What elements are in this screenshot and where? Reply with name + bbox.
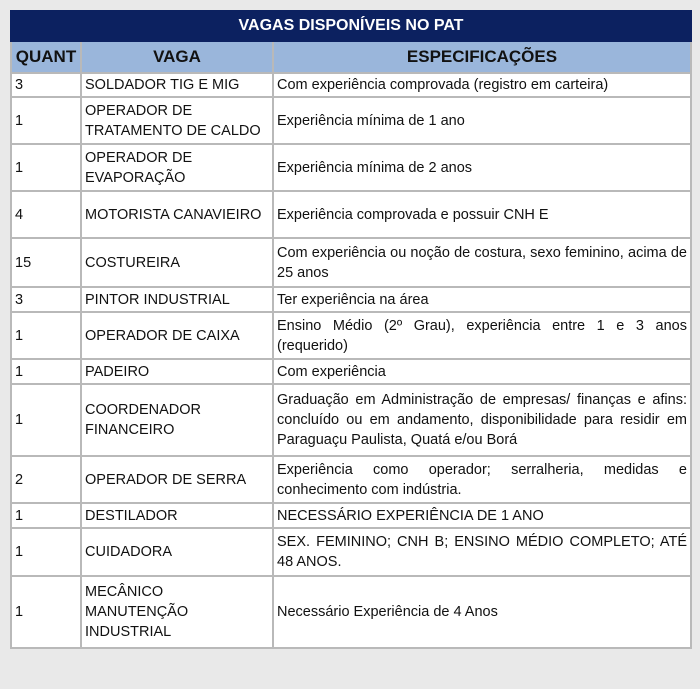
vaga-cell: OPERADOR DE CAIXA	[80, 311, 274, 360]
vaga-cell: OPERADOR DE EVAPORAÇÃO	[80, 143, 274, 192]
quant-cell: 1	[10, 143, 82, 192]
vaga-cell: PINTOR INDUSTRIAL	[80, 286, 274, 313]
vaga-cell: COORDENADOR FINANCEIRO	[80, 383, 274, 457]
vaga-cell: PADEIRO	[80, 358, 274, 385]
vaga-cell: CUIDADORA	[80, 527, 274, 577]
spec-cell: NECESSÁRIO EXPERIÊNCIA DE 1 ANO	[272, 502, 692, 529]
quant-cell: 3	[10, 286, 82, 313]
job-vacancies-sheet: VAGAS DISPONÍVEIS NO PAT QUANT VAGA ESPE…	[10, 10, 692, 649]
spec-cell: Experiência mínima de 2 anos	[272, 143, 692, 192]
vaga-cell: OPERADOR DE TRATAMENTO DE CALDO	[80, 96, 274, 145]
spec-cell: Necessário Experiência de 4 Anos	[272, 575, 692, 649]
vaga-cell: COSTUREIRA	[80, 237, 274, 288]
spec-cell: Graduação em Administração de empresas/ …	[272, 383, 692, 457]
spec-cell: Experiência mínima de 1 ano	[272, 96, 692, 145]
spec-cell: Com experiência	[272, 358, 692, 385]
vaga-cell: SOLDADOR TIG E MIG	[80, 72, 274, 98]
quant-cell: 1	[10, 383, 82, 457]
quant-cell: 1	[10, 575, 82, 649]
table-row: 1 OPERADOR DE CAIXA Ensino Médio (2º Grau)…	[10, 311, 692, 360]
spec-cell: Experiência comprovada e possuir CNH E	[272, 190, 692, 239]
quant-cell: 2	[10, 455, 82, 504]
table-row: 3 PINTOR INDUSTRIAL Ter experiência na áre…	[10, 286, 692, 313]
spec-cell: Ensino Médio (2º Grau), experiência entr…	[272, 311, 692, 360]
vacancies-table: VAGAS DISPONÍVEIS NO PAT QUANT VAGA ESPE…	[10, 10, 692, 649]
spec-cell: Com experiência comprovada (registro em …	[272, 72, 692, 98]
spec-cell: Ter experiência na área	[272, 286, 692, 313]
quant-cell: 1	[10, 96, 82, 145]
vaga-cell: OPERADOR DE SERRA	[80, 455, 274, 504]
spec-cell: Experiência como operador; serralheria, …	[272, 455, 692, 504]
quant-cell: 1	[10, 311, 82, 360]
table-row: 1 CUIDADORA SEX. FEMININO; CNH B; ENSINO M…	[10, 527, 692, 577]
table-row: 1 DESTILADOR NECESSÁRIO EXPERIÊNCIA DE 1 A…	[10, 502, 692, 529]
vaga-cell: MECÂNICO MANUTENÇÃO INDUSTRIAL	[80, 575, 274, 649]
table-row: 15 COSTUREIRA Com experiência ou noção de …	[10, 237, 692, 288]
table-row: 2 OPERADOR DE SERRA Experiência como opera…	[10, 455, 692, 504]
table-row: 3 SOLDADOR TIG E MIG Com experiência compr…	[10, 72, 692, 98]
table-title: VAGAS DISPONÍVEIS NO PAT	[10, 10, 692, 42]
vaga-cell: MOTORISTA CANAVIEIRO	[80, 190, 274, 239]
column-header-vaga: VAGA	[80, 40, 274, 74]
quant-cell: 15	[10, 237, 82, 288]
spec-cell: Com experiência ou noção de costura, sex…	[272, 237, 692, 288]
quant-cell: 1	[10, 502, 82, 529]
table-row: 1 PADEIRO Com experiência	[10, 358, 692, 385]
spec-cell: SEX. FEMININO; CNH B; ENSINO MÉDIO COMPL…	[272, 527, 692, 577]
table-row: 1 OPERADOR DE TRATAMENTO DE CALDO Experiên…	[10, 96, 692, 145]
table-row: 1 MECÂNICO MANUTENÇÃO INDUSTRIAL Necessári…	[10, 575, 692, 649]
quant-cell: 1	[10, 527, 82, 577]
vaga-cell: DESTILADOR	[80, 502, 274, 529]
column-header-especificacoes: ESPECIFICAÇÕES	[272, 40, 692, 74]
table-row: 1 OPERADOR DE EVAPORAÇÃO Experiência mínim…	[10, 143, 692, 192]
quant-cell: 4	[10, 190, 82, 239]
table-row: 1 COORDENADOR FINANCEIRO Graduação em Admi…	[10, 383, 692, 457]
column-header-quant: QUANT	[10, 40, 82, 74]
quant-cell: 1	[10, 358, 82, 385]
table-row: 4 MOTORISTA CANAVIEIRO Experiência comprov…	[10, 190, 692, 239]
quant-cell: 3	[10, 72, 82, 98]
